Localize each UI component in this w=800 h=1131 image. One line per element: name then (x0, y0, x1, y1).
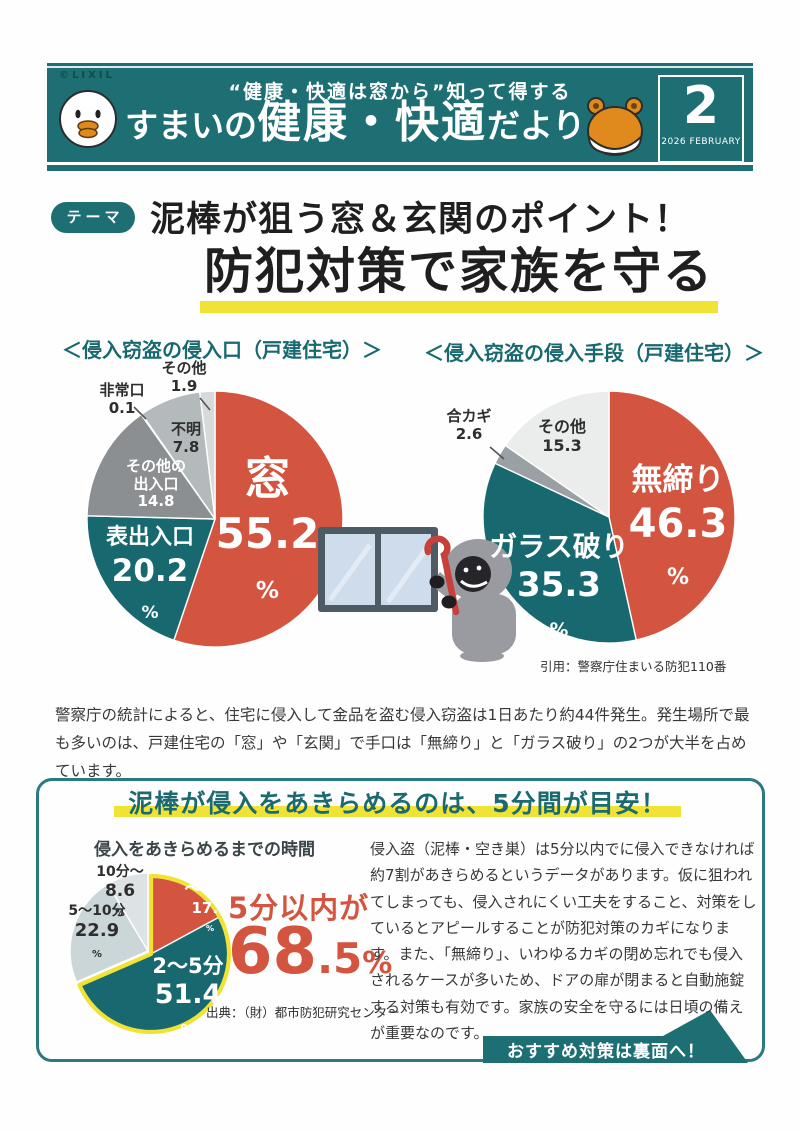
back-page-banner-label: おすすめ対策は裏面へ！ (507, 1042, 705, 1062)
tagline: “健康・快適は窓から”知って得する (228, 81, 572, 103)
chart2-title: ＜侵入窃盗の侵入手段（戸建住宅）＞ (424, 341, 764, 365)
pie1-label-front-door: 表出入口 20.2% (105, 525, 194, 623)
pie2-label-duplicate-key: 合カギ 2.6 (446, 407, 492, 443)
stat-value: 68.5% (228, 915, 393, 989)
chart3-source: 出典：（財）都市防犯研究センター (206, 1005, 400, 1020)
intro-paragraph: 警察庁の統計によると、住宅に侵入して金品を盗む侵入窃盗は1日あたり約44件発生。… (55, 706, 750, 780)
theme-line2: 防犯対策で家族を守る (200, 232, 719, 313)
pie1-label-emergency-exit: 非常口 0.1 (99, 381, 145, 417)
tips-box-heading: 泥棒が侵入をあきらめるのは、5分間が目安！ (36, 784, 759, 820)
pie2-label-glass-breaking: ガラス破り 35.3% (489, 530, 629, 642)
header-banner: ©LIXIL “健康・快適は窓から”知って得する すまいの健康・快適だより 2 … (47, 63, 753, 171)
newsletter-title: すまいの健康・快適だより (125, 97, 586, 148)
issue-date: 2026 FEBRUARY (661, 137, 741, 147)
chart3-title: 侵入をあきらめるまでの時間 (94, 840, 315, 860)
frog-mascot-icon (587, 97, 643, 156)
pie1-label-window: 窓 55.2% (215, 452, 320, 604)
pie2-label-other: その他 15.3 (537, 417, 586, 455)
leader-line (489, 446, 505, 460)
tips-box (36, 778, 765, 1062)
chart2-source: 引用：警察庁住まいる防犯110番 (540, 659, 727, 674)
brand-logo: ©LIXIL (59, 70, 115, 81)
pie1-label-other-doors: その他の 出入口 14.8 (125, 457, 186, 511)
pie1-label-other: その他 1.9 (161, 359, 207, 395)
leader-line (199, 397, 211, 411)
theme-line1: 泥棒が狙う窓＆玄関のポイント！ (150, 200, 691, 240)
issue-box: 2 2026 FEBRUARY (658, 75, 744, 163)
tips-paragraph: 侵入盗（泥棒・空き巣）は5分以内でに侵入できなければ約7割があきらめるというデー… (370, 840, 757, 1042)
bird-mascot-icon (59, 90, 117, 148)
theme-badge: テーマ (51, 202, 135, 233)
issue-number: 2 (682, 76, 720, 136)
stat-prefix: 5分以内が (228, 891, 370, 925)
chart1-title: ＜侵入窃盗の侵入口（戸建住宅）＞ (62, 338, 382, 362)
window-illustration (318, 527, 438, 612)
